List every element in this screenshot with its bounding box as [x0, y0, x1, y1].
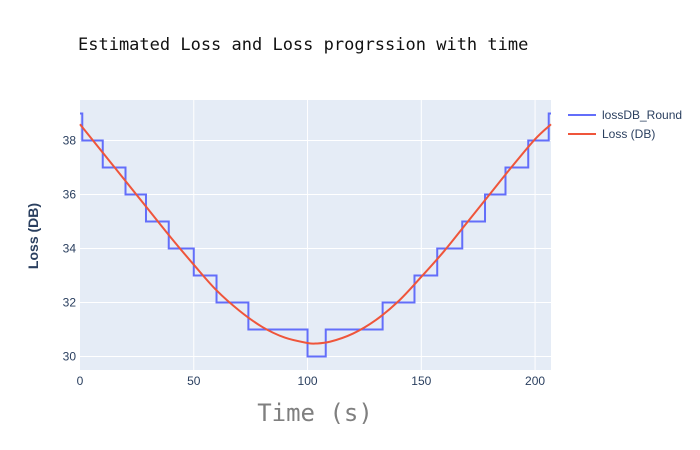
x-tick-label: 150	[411, 374, 431, 388]
y-tick-label: 34	[63, 242, 77, 256]
plot-area	[80, 100, 551, 370]
x-tick-label: 200	[525, 374, 545, 388]
y-tick-label: 38	[63, 134, 77, 148]
legend-entry: lossDB_Round	[602, 108, 682, 122]
chart-title: Estimated Loss and Loss progrssion with …	[78, 35, 528, 55]
x-axis-label: Time (s)	[257, 399, 373, 427]
x-tick-label: 0	[77, 374, 84, 388]
y-tick-label: 30	[63, 350, 77, 364]
series-line-2	[79, 123, 552, 345]
legend: lossDB_Round Loss (DB)	[568, 108, 682, 141]
legend-entry: Loss (DB)	[602, 127, 655, 141]
y-axis-ticks: 30 32 34 36 38	[63, 134, 77, 364]
x-tick-label: 50	[187, 374, 201, 388]
x-axis-ticks: 0 50 100 150 200	[77, 374, 546, 388]
y-axis-label: Loss (DB)	[25, 203, 41, 269]
y-tick-label: 32	[63, 296, 77, 310]
series-layer	[79, 112, 552, 358]
series-line-1	[80, 112, 551, 358]
grid-lines	[80, 100, 551, 370]
x-tick-label: 100	[298, 374, 318, 388]
y-tick-label: 36	[63, 188, 77, 202]
